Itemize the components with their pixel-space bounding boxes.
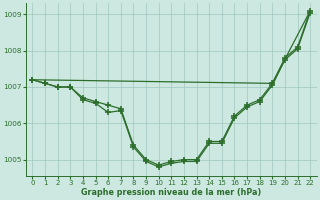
X-axis label: Graphe pression niveau de la mer (hPa): Graphe pression niveau de la mer (hPa) [81, 188, 261, 197]
